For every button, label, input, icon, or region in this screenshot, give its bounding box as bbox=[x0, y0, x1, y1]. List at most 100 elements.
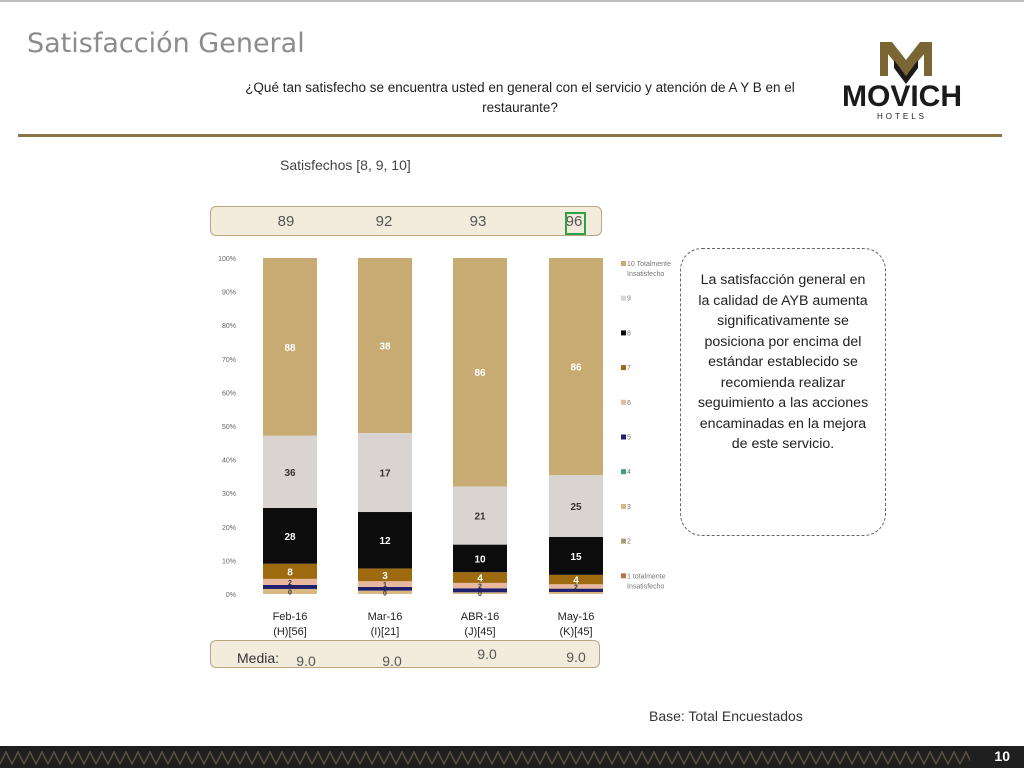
bar-segment bbox=[453, 588, 507, 593]
media-value: 9.0 bbox=[477, 646, 497, 662]
legend-swatch bbox=[621, 261, 626, 266]
data-label: 21 bbox=[474, 512, 486, 523]
x-tick-label: Feb-16 bbox=[273, 611, 308, 623]
data-label: 15 bbox=[570, 552, 582, 563]
y-tick-label: 10% bbox=[222, 558, 236, 565]
movich-logo: MOVICH HOTELS bbox=[842, 42, 962, 121]
highlight-box bbox=[565, 212, 586, 235]
bar-segment bbox=[453, 486, 507, 545]
header-divider bbox=[18, 134, 1002, 137]
callout-box bbox=[680, 248, 886, 536]
legend-label: 10 Totalmente bbox=[627, 261, 671, 268]
base-note: Base: Total Encuestados bbox=[649, 708, 803, 724]
y-tick-label: 60% bbox=[222, 390, 236, 397]
bar-segment bbox=[263, 563, 317, 579]
media-band bbox=[210, 640, 600, 668]
bar-segment bbox=[549, 591, 603, 594]
legend-label: 8 bbox=[627, 330, 631, 337]
data-label: 17 bbox=[379, 469, 391, 480]
y-tick-label: 70% bbox=[222, 357, 236, 364]
bar-segment bbox=[358, 258, 412, 434]
satisfied-band bbox=[210, 206, 602, 236]
x-tick-label: ABR-16 bbox=[461, 611, 500, 623]
bar-segment bbox=[263, 588, 317, 594]
bar-segment bbox=[453, 258, 507, 487]
data-label: 25 bbox=[570, 502, 582, 513]
footer-pattern-icon bbox=[0, 746, 970, 768]
legend-label: Insatisfecho bbox=[627, 271, 664, 278]
logo-name: MOVICH bbox=[842, 80, 962, 113]
data-label: 8 bbox=[287, 567, 293, 578]
x-tick-label: (H)[56] bbox=[273, 626, 307, 638]
x-tick-label: May-16 bbox=[558, 611, 595, 623]
y-tick-label: 50% bbox=[222, 424, 236, 431]
bar-segment bbox=[358, 433, 412, 513]
satisfied-label: Satisfechos [8, 9, 10] bbox=[280, 157, 411, 173]
data-label: 10 bbox=[474, 554, 486, 565]
media-label: Media: bbox=[237, 650, 280, 666]
data-label: 2 bbox=[574, 584, 578, 591]
y-tick-label: 100% bbox=[218, 256, 236, 263]
bar-segment bbox=[263, 584, 317, 589]
data-label: 38 bbox=[379, 342, 391, 353]
y-tick-label: 90% bbox=[222, 290, 236, 297]
satisfied-value: 93 bbox=[469, 213, 487, 230]
x-tick-label: (J)[45] bbox=[464, 626, 495, 638]
survey-question: ¿Qué tan satisfecho se encuentra usted e… bbox=[245, 80, 795, 115]
top-border bbox=[0, 0, 1024, 2]
legend-label: 4 bbox=[627, 469, 631, 476]
legend-swatch bbox=[621, 330, 626, 336]
bar-segment bbox=[263, 578, 317, 585]
legend-label: 6 bbox=[627, 400, 631, 407]
bar-segment bbox=[263, 258, 317, 436]
legend-label: 1 totalmente bbox=[627, 573, 666, 580]
bar-segment bbox=[549, 536, 603, 575]
logo-sub: HOTELS bbox=[877, 112, 927, 121]
legend-swatch bbox=[621, 573, 626, 579]
x-tick-label: (K)[45] bbox=[559, 626, 592, 638]
legend-label: 7 bbox=[627, 365, 631, 372]
bar-segment bbox=[263, 435, 317, 508]
data-label: 4 bbox=[573, 576, 579, 587]
legend-swatch bbox=[621, 399, 626, 405]
x-tick-label: (I)[21] bbox=[371, 626, 400, 638]
bar-segment bbox=[549, 258, 603, 476]
bar-segment bbox=[453, 592, 507, 594]
data-label: 12 bbox=[379, 536, 391, 547]
y-tick-label: 20% bbox=[222, 525, 236, 532]
media-value: 9.0 bbox=[382, 653, 402, 669]
data-label: 0 bbox=[478, 591, 482, 598]
data-label: 28 bbox=[284, 532, 296, 543]
legend-label: 5 bbox=[627, 435, 631, 442]
satisfied-value: 89 bbox=[277, 213, 295, 230]
data-label: 88 bbox=[284, 343, 296, 354]
data-label: 0 bbox=[288, 589, 292, 596]
bar-segment bbox=[453, 582, 507, 589]
y-tick-label: 0% bbox=[226, 592, 236, 599]
page-title: Satisfacción General bbox=[27, 28, 305, 59]
x-tick-label: Mar-16 bbox=[368, 611, 403, 623]
media-value: 9.0 bbox=[296, 653, 316, 669]
legend-label: 9 bbox=[627, 296, 631, 303]
data-label: 86 bbox=[474, 368, 486, 379]
data-label: 86 bbox=[570, 363, 582, 374]
legend-swatch bbox=[621, 295, 626, 301]
bar-segment bbox=[453, 572, 507, 583]
data-label: 0 bbox=[383, 590, 387, 597]
logo-mark-icon bbox=[880, 42, 932, 84]
callout-text: La satisfacción general en la calidad de… bbox=[697, 272, 869, 452]
y-tick-label: 40% bbox=[222, 458, 236, 465]
data-label: 1 bbox=[383, 582, 387, 589]
satisfied-value: 92 bbox=[375, 213, 393, 230]
legend-label: Insatisfecho bbox=[627, 583, 664, 590]
bar-segment bbox=[263, 507, 317, 564]
bar-segment bbox=[549, 584, 603, 589]
bar-segment bbox=[358, 568, 412, 582]
y-tick-label: 30% bbox=[222, 491, 236, 498]
bar-segment bbox=[358, 586, 412, 591]
legend-swatch bbox=[621, 538, 626, 544]
legend-swatch bbox=[621, 469, 626, 475]
bar-segment bbox=[358, 590, 412, 594]
legend-label: 2 bbox=[627, 539, 631, 546]
